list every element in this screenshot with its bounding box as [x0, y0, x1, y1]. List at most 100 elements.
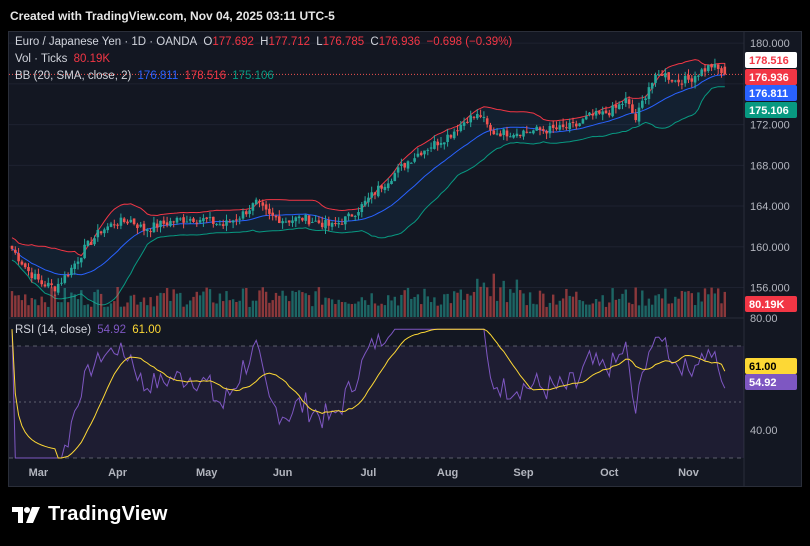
candle-body: [713, 64, 717, 68]
candle: [254, 197, 258, 205]
candle-body: [116, 224, 119, 226]
volume-bar: [245, 288, 248, 317]
volume-bar: [231, 299, 235, 317]
candle-body: [268, 208, 271, 214]
volume-bar: [585, 304, 588, 317]
volume-bar: [710, 287, 713, 317]
candle-body: [334, 223, 337, 225]
candle: [426, 148, 430, 156]
candle-body: [146, 229, 149, 232]
price-axis-label: 172.000: [750, 120, 790, 132]
volume-bar: [202, 291, 205, 317]
volume-bar: [132, 294, 136, 317]
volume-bar: [377, 305, 380, 317]
candle: [373, 191, 377, 200]
candle-body: [53, 286, 57, 292]
candle: [182, 214, 185, 229]
volume-bar: [142, 297, 146, 317]
high-label: H: [260, 36, 269, 48]
candle: [518, 134, 522, 139]
volume-bar: [594, 299, 598, 317]
candle-body: [545, 130, 548, 134]
volume-bar: [528, 292, 532, 317]
volume-bar: [608, 302, 611, 317]
volume-bar: [363, 300, 367, 317]
volume-bar: [27, 305, 30, 317]
candle: [472, 116, 476, 120]
candle-body: [416, 153, 420, 157]
volume-bar: [469, 295, 472, 317]
volume-bar: [123, 306, 126, 317]
candle: [327, 216, 331, 231]
volume-bar: [146, 305, 149, 317]
volume-bar: [713, 293, 717, 317]
candle-body: [93, 238, 96, 245]
volume-bar: [446, 293, 449, 317]
candle-body: [660, 74, 664, 76]
volume-bar: [684, 291, 687, 317]
candle-body: [169, 220, 172, 226]
candle: [149, 228, 152, 238]
volume-bar: [152, 306, 156, 317]
candle-body: [175, 217, 179, 223]
candle-body: [228, 221, 232, 223]
volume-bar: [403, 290, 406, 317]
candle-body: [654, 74, 657, 83]
candle-body: [60, 282, 63, 284]
rsi-badge-text: 54.92: [749, 377, 777, 389]
candle: [76, 257, 80, 270]
volume-bar: [169, 300, 172, 317]
candle-body: [373, 192, 377, 195]
candle-body: [80, 257, 83, 263]
candle-body: [429, 147, 433, 149]
candle-body: [515, 133, 519, 137]
candle-body: [700, 69, 703, 76]
candle: [311, 217, 314, 224]
candle: [439, 136, 443, 148]
candle-body: [182, 217, 185, 223]
volume-bar: [165, 288, 169, 317]
candle-body: [591, 113, 595, 116]
volume-bar: [109, 303, 113, 317]
volume-bar: [354, 303, 357, 317]
candle-body: [33, 273, 37, 280]
candle: [614, 100, 618, 114]
candle: [551, 120, 555, 134]
volume-bar: [611, 288, 614, 317]
candle: [664, 68, 667, 82]
candle-body: [723, 66, 727, 75]
candle: [631, 99, 634, 114]
candle-body: [317, 220, 321, 223]
volume-bars: [10, 273, 726, 317]
candle-body: [258, 200, 261, 202]
volume-bar: [93, 292, 96, 317]
candle-body: [350, 214, 354, 217]
chart-frame[interactable]: [8, 31, 802, 487]
candle: [660, 70, 664, 76]
rsi-ma-badge-text: 61.00: [749, 361, 777, 373]
candle-body: [73, 263, 76, 269]
volume-bar: [621, 293, 624, 317]
volume-bar: [687, 291, 690, 317]
candle: [674, 79, 677, 83]
candle: [604, 106, 608, 114]
candle-body: [212, 216, 215, 224]
candle: [63, 271, 67, 285]
candle: [122, 217, 126, 224]
candle-body: [113, 224, 116, 226]
candle: [644, 95, 647, 104]
rsi-badge: 54.92: [745, 374, 797, 390]
candle: [377, 181, 380, 198]
candle-body: [390, 180, 393, 184]
volume-bar: [189, 300, 192, 317]
candle: [169, 217, 172, 228]
candle-body: [198, 220, 202, 223]
candle-body: [674, 80, 677, 82]
candle-body: [459, 124, 463, 131]
candle: [37, 268, 40, 283]
candle: [532, 129, 535, 135]
time-axis-label: Jul: [360, 467, 376, 479]
candle-body: [482, 116, 486, 118]
candle-body: [248, 210, 251, 214]
